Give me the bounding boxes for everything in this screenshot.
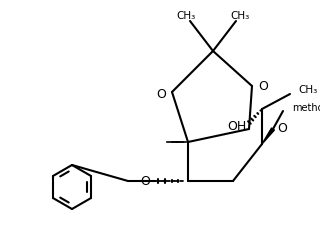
Text: O: O [140, 175, 150, 188]
Text: O: O [277, 121, 287, 134]
Polygon shape [262, 128, 275, 144]
Text: methoxy: methoxy [292, 103, 320, 113]
Text: OH: OH [228, 119, 247, 132]
Text: O: O [156, 88, 166, 101]
Text: CH₃: CH₃ [298, 85, 317, 95]
Text: CH₃: CH₃ [176, 11, 196, 21]
Text: CH₃: CH₃ [230, 11, 250, 21]
Text: O: O [258, 79, 268, 92]
